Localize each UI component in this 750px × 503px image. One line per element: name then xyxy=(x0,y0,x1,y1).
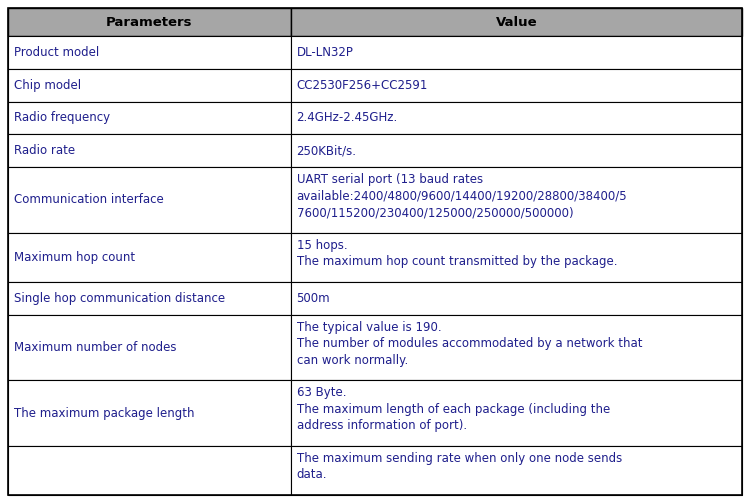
Bar xyxy=(8,134,290,167)
Text: Radio rate: Radio rate xyxy=(14,144,75,157)
Bar xyxy=(290,8,742,36)
Text: Chip model: Chip model xyxy=(14,78,81,92)
Bar xyxy=(8,380,290,446)
Bar xyxy=(290,167,742,233)
Bar xyxy=(8,282,290,315)
Text: Product model: Product model xyxy=(14,46,99,59)
Bar xyxy=(290,134,742,167)
Text: 15 hops.
The maximum hop count transmitted by the package.: 15 hops. The maximum hop count transmitt… xyxy=(296,239,617,268)
Text: Value: Value xyxy=(496,16,537,29)
Text: The maximum sending rate when only one node sends
data.: The maximum sending rate when only one n… xyxy=(296,452,622,481)
Bar xyxy=(290,315,742,380)
Text: 250KBit/s.: 250KBit/s. xyxy=(296,144,356,157)
Text: Maximum hop count: Maximum hop count xyxy=(14,251,135,264)
Text: CC2530F256+CC2591: CC2530F256+CC2591 xyxy=(296,78,428,92)
Text: 500m: 500m xyxy=(296,292,330,305)
Text: Communication interface: Communication interface xyxy=(14,194,164,206)
Bar xyxy=(8,8,290,36)
Bar xyxy=(8,167,290,233)
Bar xyxy=(290,446,742,495)
Bar xyxy=(8,315,290,380)
Text: The typical value is 190.
The number of modules accommodated by a network that
c: The typical value is 190. The number of … xyxy=(296,321,642,367)
Bar xyxy=(290,282,742,315)
Bar xyxy=(290,36,742,69)
Text: UART serial port (13 baud rates
available:2400/4800/9600/14400/19200/28800/38400: UART serial port (13 baud rates availabl… xyxy=(296,173,627,219)
Text: Radio frequency: Radio frequency xyxy=(14,112,110,124)
Text: Parameters: Parameters xyxy=(106,16,193,29)
Text: Single hop communication distance: Single hop communication distance xyxy=(14,292,225,305)
Text: Maximum number of nodes: Maximum number of nodes xyxy=(14,341,176,354)
Bar xyxy=(8,233,290,282)
Text: 63 Byte.
The maximum length of each package (including the
address information o: 63 Byte. The maximum length of each pack… xyxy=(296,386,610,432)
Text: 2.4GHz-2.45GHz.: 2.4GHz-2.45GHz. xyxy=(296,112,398,124)
Bar xyxy=(290,233,742,282)
Bar xyxy=(8,69,290,102)
Bar xyxy=(290,380,742,446)
Bar xyxy=(290,102,742,134)
Bar xyxy=(290,69,742,102)
Text: The maximum package length: The maximum package length xyxy=(14,406,194,420)
Bar xyxy=(8,102,290,134)
Bar xyxy=(8,446,290,495)
Text: DL-LN32P: DL-LN32P xyxy=(296,46,353,59)
Bar xyxy=(8,36,290,69)
